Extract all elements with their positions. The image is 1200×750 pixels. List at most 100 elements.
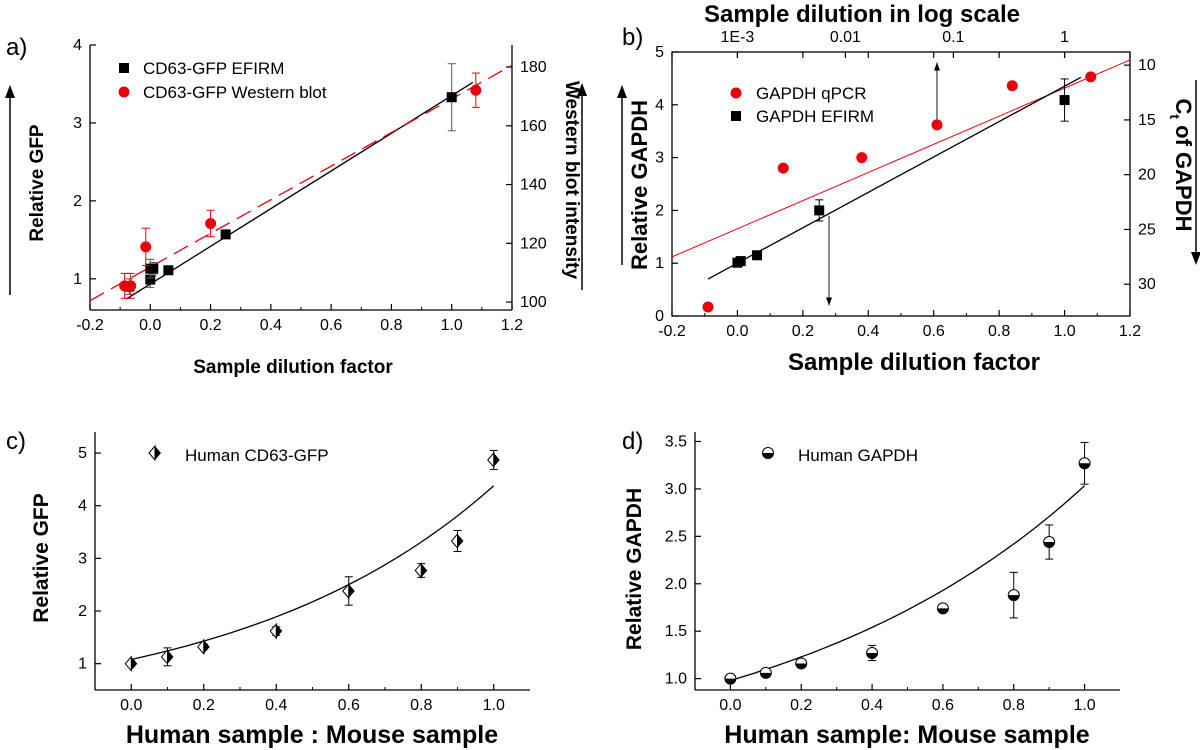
chart-b-point-qpcr	[856, 152, 868, 164]
chart-b-y2tick-label: 15	[1138, 112, 1156, 129]
chart-a-xtick-label: 1.2	[501, 317, 523, 334]
chart-c-point	[421, 563, 428, 578]
chart-b-point-qpcr	[931, 119, 943, 131]
chart-b-annot-arrow-head	[933, 62, 940, 71]
chart-a-right-arrow-head	[577, 83, 587, 96]
chart-b-toptick-label: 0.1	[942, 29, 964, 46]
chart-b-toptick-label: 1	[1060, 29, 1069, 46]
chart-a-xtick-label: 0.0	[139, 317, 161, 334]
panel-a-y2label: Western blot intensity	[561, 81, 582, 280]
chart-c-legend-label: Human CD63-GFP	[185, 446, 329, 465]
panel-c-xlabel: Human sample : Mouse sample	[126, 721, 498, 749]
chart-b-y2tick-label: 20	[1138, 167, 1156, 184]
chart-c-point	[348, 584, 355, 599]
chart-a-point-efirm	[148, 263, 159, 274]
chart-a-y2tick-label: 100	[520, 294, 547, 311]
chart-b-toptick-label: 1E-3	[721, 29, 755, 46]
panel-a-label: a)	[6, 34, 27, 61]
chart-b-fit-line-1	[707, 76, 1082, 280]
panel-b-y2label-sub: t	[1167, 114, 1183, 119]
chart-c-point-outline	[269, 622, 277, 640]
chart-a-point-efirm	[220, 229, 231, 240]
chart-d-ytick-label: 1.5	[665, 623, 687, 640]
chart-d-xtick-label: 1.0	[1073, 697, 1095, 714]
chart-d-ytick-label: 2.5	[665, 528, 687, 545]
chart-a-ytick-label: 2	[73, 193, 82, 210]
chart-c-point-outline	[414, 562, 422, 579]
chart-a-left-arrow-head	[5, 85, 15, 98]
chart-a-xtick-label: -0.2	[76, 317, 104, 334]
chart-b-ytick-label: 1	[655, 255, 664, 272]
chart-d-ytick-label: 2.0	[665, 576, 687, 593]
panel-b-y2label-c: C	[1171, 98, 1196, 114]
plot-layer: -0.2 0.0 0.2 0.4 0.6 0.8 1.0 1.2123410012014016…	[5, 29, 1200, 714]
chart-d-ytick-label: 1.0	[665, 671, 687, 688]
chart-a-y2tick-label: 160	[520, 118, 547, 135]
chart-a-point-efirm	[446, 92, 457, 103]
chart-c-ytick-label: 3	[78, 550, 87, 567]
panel-a-ylabel: Relative GFP	[27, 124, 48, 242]
chart-a-point-efirm	[145, 274, 156, 285]
chart-b-ytick-label: 5	[655, 44, 664, 61]
chart-a-point-western	[470, 84, 482, 96]
chart-c-xtick-label: 1.0	[483, 697, 505, 714]
chart-b-ytick-label: 2	[655, 202, 664, 219]
chart-b-right-arrow-head	[1191, 252, 1200, 265]
chart-d-point	[1043, 542, 1055, 548]
chart-b-ytick-label: 3	[655, 150, 664, 167]
chart-b-legend-marker-efirm	[731, 111, 741, 121]
chart-d-xtick-label: 0.2	[790, 697, 812, 714]
chart-a-ytick-label: 4	[73, 37, 82, 54]
panel-c-label: c)	[6, 428, 26, 455]
chart-c-point-outline	[124, 655, 132, 673]
chart-b-y2tick-label: 25	[1138, 221, 1156, 238]
chart-c-point	[493, 452, 500, 467]
panel-d-ylabel: Relative GAPDH	[623, 488, 646, 650]
panel-b-y2label: Ct of GAPDH	[1167, 98, 1196, 231]
chart-a-legend-efirm: CD63-GFP EFIRM	[143, 59, 284, 78]
chart-d-xtick-label: 0.6	[932, 697, 954, 714]
chart-c-xtick-label: 0.2	[193, 697, 215, 714]
chart-d-legend-label: Human GAPDH	[798, 446, 918, 465]
chart-b-point-qpcr	[1085, 71, 1097, 83]
chart-b-xtick-label: 0.2	[792, 323, 814, 340]
chart-a-legend-marker-western	[118, 86, 130, 98]
chart-b-ytick-label: 4	[655, 97, 664, 114]
chart-a-xtick-label: 0.4	[260, 317, 282, 334]
chart-b-point-efirm	[1059, 95, 1070, 106]
chart-c-point-outline	[450, 532, 458, 550]
chart-a-y2tick-label: 140	[520, 177, 547, 194]
chart-b-xtick-label: -0.2	[658, 323, 686, 340]
chart-a-xtick-label: 0.6	[320, 317, 342, 334]
chart-d-ytick-label: 3.5	[665, 433, 687, 450]
chart-a-ytick-label: 3	[73, 115, 82, 132]
chart-b-xtick-label: 0.6	[923, 323, 945, 340]
chart-c-legend-marker-outline	[148, 444, 156, 462]
chart-b-legend-efirm: GAPDH EFIRM	[756, 107, 874, 126]
chart-b-point-efirm	[814, 205, 825, 216]
chart-a-ytick-label: 1	[73, 271, 82, 288]
chart-a-point-western	[140, 241, 152, 253]
chart-a-fit-line-0	[125, 81, 474, 300]
chart-b-point-qpcr	[777, 162, 789, 174]
chart-d-legend-marker	[762, 453, 774, 459]
chart-c-ytick-label: 1	[78, 656, 87, 673]
chart-b-xtick-label: 0.4	[857, 323, 879, 340]
chart-a-y2tick-label: 120	[520, 235, 547, 252]
chart-a-y2tick-label: 180	[520, 59, 547, 76]
chart-d-xtick-label: 0.8	[1003, 697, 1025, 714]
chart-c-point-outline	[487, 451, 495, 469]
chart-c-point-outline	[342, 582, 350, 600]
chart-c-ytick-label: 5	[78, 445, 87, 462]
chart-b-fit-line-0	[671, 59, 1131, 258]
chart-d-point	[795, 663, 807, 669]
chart-d-point	[1008, 595, 1020, 601]
panel-b-y2label-tail: of GAPDH	[1171, 119, 1196, 231]
chart-d-ytick-label: 3.0	[665, 481, 687, 498]
chart-a-xtick-label: 0.8	[380, 317, 402, 334]
chart-b-annot-arrow-head	[826, 297, 833, 306]
chart-c-ytick-label: 2	[78, 603, 87, 620]
panel-b-xlabel: Sample dilution factor	[788, 349, 1040, 376]
chart-b-toptick-label: 0.01	[830, 29, 861, 46]
